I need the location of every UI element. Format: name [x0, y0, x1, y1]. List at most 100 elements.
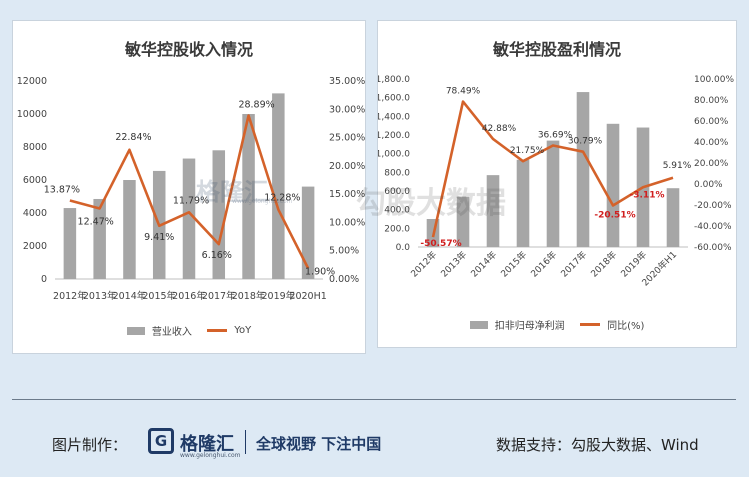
bar [486, 175, 500, 247]
bar [301, 186, 315, 279]
bar [666, 188, 680, 247]
x-tick-label: 2020H1 [289, 291, 326, 302]
yoy-line [69, 114, 310, 269]
y-left-tick-label: 1,800.0 [378, 75, 410, 85]
footer-divider [12, 399, 736, 400]
bar [272, 93, 285, 279]
bar [123, 180, 136, 279]
y-left-tick-label: 1,600.0 [378, 94, 410, 104]
yoy-data-label: -50.57% [420, 239, 461, 249]
yoy-data-label: 22.84% [115, 132, 151, 143]
footer-source: 数据支持：勾股大数据、Wind [496, 436, 699, 454]
y-left-tick-label: 1,200.0 [378, 131, 410, 141]
footer-made-by: 图片制作： [52, 436, 128, 454]
y-right-tick-label: 40.00% [694, 138, 729, 148]
x-tick-label: 2017年 [202, 290, 236, 302]
y-left-tick-label: 4000 [23, 208, 47, 219]
bar [546, 140, 560, 247]
y-left-tick-label: 400.0 [384, 206, 410, 216]
y-left-tick-label: 2000 [23, 241, 47, 252]
y-left-tick-label: 8000 [23, 142, 47, 153]
bar [63, 208, 77, 279]
yoy-data-label: 12.47% [78, 216, 114, 227]
x-tick-label: 2019年 [618, 249, 649, 280]
gelonghui-logo-url: www.gelonghui.com [180, 452, 241, 459]
x-tick-label: 2013年 [83, 290, 117, 302]
x-tick-label: 2016年 [172, 290, 206, 302]
y-right-tick-label: 30.00% [329, 104, 365, 115]
yoy-data-label: 42.88% [482, 124, 517, 134]
bar [93, 198, 106, 279]
legend-bar-swatch [126, 326, 145, 335]
chart-legend: 扣非归母净利润 同比(%) [378, 317, 736, 332]
bar [212, 150, 226, 279]
chart-legend: 营业收入 YoY [13, 323, 365, 338]
gelonghui-logo-name: 格隆汇 [180, 434, 234, 455]
footer: 图片制作： G 格隆汇 www.gelonghui.com 全球视野 下注中国 … [0, 400, 749, 477]
legend-line-swatch [579, 323, 600, 326]
revenue-chart-panel: 敏华控股收入情况 0 2000 4000 6000 8000 10000 12000 0.00… [12, 20, 366, 354]
y-right-tick-label: 0.00% [694, 180, 723, 190]
x-tick-label: 2018年 [232, 290, 266, 302]
y-left-tick-label: 200.0 [384, 224, 410, 234]
x-tick-label: 2013年 [438, 249, 469, 280]
x-tick-label: 2016年 [528, 249, 559, 280]
y-left-tick-label: 1,000.0 [378, 150, 410, 160]
x-tick-label: 2014年 [468, 249, 499, 280]
x-tick-label: 2014年 [113, 290, 147, 302]
x-tick-label: 2017年 [558, 249, 589, 280]
bar [182, 158, 196, 279]
profit-chart-panel: 敏华控股盈利情况 0.0 200.0 400.0 600.0 800.0 1,000.0 1… [377, 20, 737, 348]
y-right-tick-label: 25.00% [329, 133, 365, 144]
legend-bar-label: 营业收入 [151, 327, 192, 338]
y-left-tick-label: 12000 [17, 76, 47, 87]
legend-bar-label: 扣非归母净利润 [494, 321, 565, 332]
x-tick-label: 2012年 [408, 249, 439, 280]
x-tick-label: 2019年 [261, 290, 295, 302]
yoy-line [431, 100, 674, 238]
y-right-tick-label: -20.00% [694, 201, 732, 211]
yoy-data-label: 28.89% [238, 100, 274, 111]
yoy-data-label: -20.51% [594, 211, 635, 221]
bar [456, 196, 470, 247]
legend-bar-swatch [469, 320, 488, 329]
y-left-tick-label: 600.0 [384, 187, 410, 197]
y-right-tick-label: 35.00% [329, 76, 365, 87]
y-left-tick-label: 0 [41, 274, 47, 285]
x-tick-label: 2015年 [142, 290, 176, 302]
y-right-tick-label: 60.00% [694, 117, 729, 127]
yoy-data-label: 78.49% [446, 87, 481, 97]
yoy-data-label: 12.28% [264, 193, 300, 204]
y-right-tick-label: 5.00% [329, 246, 359, 257]
yoy-data-label: 21.75% [510, 146, 545, 156]
chart-title: 敏华控股盈利情况 [492, 40, 621, 59]
y-right-tick-label: 15.00% [329, 189, 365, 200]
yoy-data-label: -3.11% [630, 190, 665, 200]
x-tick-label: 2018年 [588, 249, 619, 280]
y-left-tick-label: 10000 [17, 109, 47, 120]
y-right-tick-label: -60.00% [694, 243, 732, 253]
yoy-data-label: 1.90% [305, 266, 335, 277]
legend-line-label: 同比(%) [607, 321, 645, 332]
y-right-tick-label: 20.00% [329, 161, 365, 172]
y-right-tick-label: 10.00% [329, 217, 365, 228]
bar [242, 114, 255, 279]
gelonghui-logo-icon: G [148, 428, 174, 454]
chart-title: 敏华控股收入情况 [124, 40, 253, 59]
legend-line-swatch [207, 329, 228, 332]
y-left-tick-label: 800.0 [384, 168, 410, 178]
yoy-data-label: 30.79% [568, 137, 603, 147]
y-right-tick-label: 20.00% [694, 159, 729, 169]
profit-chart: 0.0 200.0 400.0 600.0 800.0 1,000.0 1,200.0 1,4… [378, 75, 734, 289]
yoy-data-label: 6.16% [202, 250, 232, 261]
x-tick-label: 2015年 [498, 249, 529, 280]
y-left-tick-label: 6000 [23, 175, 47, 186]
y-right-tick-label: 100.00% [694, 75, 734, 85]
x-tick-label: 2012年 [53, 290, 87, 302]
y-right-tick-label: -40.00% [694, 222, 732, 232]
y-left-tick-label: 0.0 [396, 243, 411, 253]
revenue-chart: 0 2000 4000 6000 8000 10000 12000 0.00% 5.00% 10.… [17, 76, 365, 302]
y-right-tick-label: 80.00% [694, 96, 729, 106]
footer-separator [245, 430, 246, 454]
yoy-data-label: 13.87% [44, 185, 80, 196]
